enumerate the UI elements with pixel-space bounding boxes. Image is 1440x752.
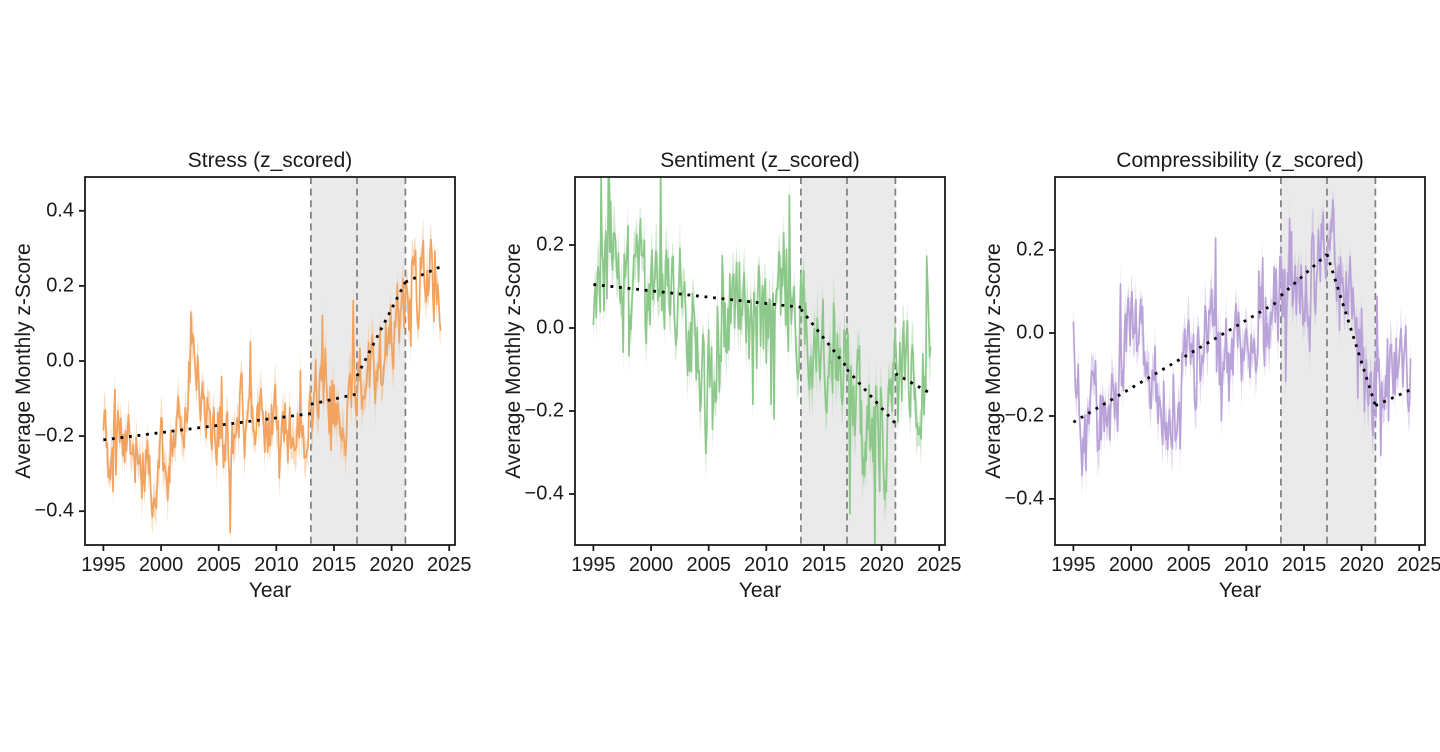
x-tick-label: 2020: [1339, 554, 1384, 576]
x-axis-label-compressibility: Year: [1218, 579, 1262, 602]
chart-title-sentiment: Sentiment (z_scored): [660, 149, 860, 172]
trend-dotted-line: [799, 308, 849, 369]
y-tick-label: 0.0: [1016, 321, 1044, 344]
x-tick-label: 2025: [426, 554, 472, 576]
x-tick-label: 2000: [1108, 554, 1154, 576]
x-tick-label: 2025: [916, 554, 962, 576]
monthly-series-line: [1072, 198, 1412, 477]
subplot-1: [569, 176, 946, 551]
y-tick-label: 0.0: [536, 316, 564, 339]
x-tick-label: 2015: [1281, 554, 1327, 576]
trend-dotted-line: [103, 412, 312, 442]
y-tick-label: 0.2: [536, 233, 564, 256]
trend-dotted-line: [1279, 253, 1328, 297]
y-tick-label: −0.2: [34, 424, 74, 447]
x-tick-label: 2005: [686, 554, 731, 576]
x-tick-label: 2005: [196, 554, 241, 576]
x-tick-label: 2010: [254, 554, 299, 576]
trend-dotted-line: [1072, 298, 1282, 424]
trend-dotted-line: [1325, 253, 1377, 407]
y-tick-label: −0.4: [524, 482, 564, 505]
y-tick-label: −0.4: [1004, 487, 1044, 510]
trend-dotted-line: [355, 281, 407, 377]
x-axis-label-sentiment: Year: [738, 579, 782, 602]
chart-title-stress: Stress (z_scored): [187, 149, 353, 172]
x-tick-label: 2000: [138, 554, 184, 576]
x-tick-label: 2015: [311, 554, 357, 576]
chart-title-compressibility: Compressibility (z_scored): [1116, 149, 1364, 172]
x-tick-label: 2015: [801, 554, 847, 576]
event-shaded-region: [310, 177, 406, 545]
y-tick-label: 0.2: [46, 274, 74, 297]
subplot-0: [79, 176, 456, 551]
y-axis-label-compressibility: Average Monthly z-Score: [982, 243, 1005, 479]
x-tick-label: 1995: [81, 554, 126, 576]
plot-frame: [1054, 176, 1426, 546]
subplot-2: [1049, 176, 1426, 551]
y-axis-label-sentiment: Average Monthly z-Score: [502, 243, 525, 479]
monthly-series-line: [592, 177, 932, 545]
x-tick-label: 2025: [1396, 554, 1440, 576]
trend-dotted-line: [845, 368, 897, 425]
x-tick-label: 2005: [1166, 554, 1211, 576]
x-axis-label-stress: Year: [248, 579, 292, 602]
trend-dotted-line: [593, 283, 802, 309]
y-tick-label: 0.4: [46, 199, 74, 222]
x-tick-label: 1995: [1051, 554, 1096, 576]
x-tick-label: 2020: [859, 554, 904, 576]
y-tick-label: −0.2: [524, 399, 564, 422]
trend-dotted-line: [894, 372, 933, 396]
y-tick-label: 0.0: [46, 349, 74, 372]
y-tick-label: −0.4: [34, 499, 74, 522]
y-tick-label: 0.2: [1016, 238, 1044, 261]
x-tick-label: 2000: [628, 554, 674, 576]
y-tick-label: −0.2: [1004, 404, 1044, 427]
x-tick-label: 2010: [744, 554, 789, 576]
x-tick-label: 2010: [1224, 554, 1269, 576]
y-axis-label-stress: Average Monthly z-Score: [12, 243, 35, 479]
x-tick-label: 1995: [571, 554, 616, 576]
plot-frame: [574, 176, 946, 546]
monthly-series-line: [102, 238, 442, 534]
x-tick-label: 2020: [369, 554, 414, 576]
